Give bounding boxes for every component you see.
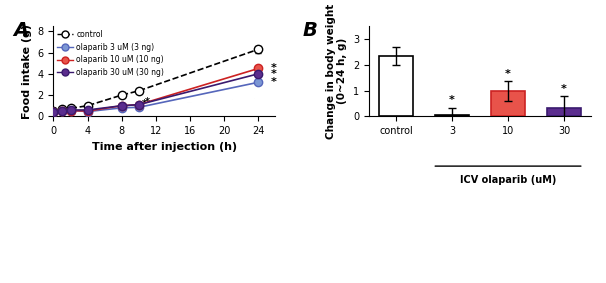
Bar (547, 108, 581, 116)
Text: *: * (505, 69, 511, 79)
Text: *: * (145, 97, 150, 107)
Bar (491, 91, 525, 116)
Text: *: * (142, 99, 147, 109)
Text: B: B (302, 22, 318, 40)
Y-axis label: Change in body weight
(0~24 h, g): Change in body weight (0~24 h, g) (326, 3, 347, 139)
Text: *: * (271, 63, 277, 74)
Text: *: * (271, 77, 277, 87)
Text: *: * (85, 106, 90, 116)
Text: *: * (561, 83, 567, 94)
Y-axis label: Food intake (g): Food intake (g) (22, 23, 32, 119)
Text: *: * (271, 69, 277, 79)
Bar (379, 56, 413, 116)
Legend: control, olaparib 3 uM (3 ng), olaparib 10 uM (10 ng), olaparib 30 uM (30 ng): control, olaparib 3 uM (3 ng), olaparib … (57, 30, 164, 77)
Text: A: A (13, 22, 28, 40)
X-axis label: Time after injection (h): Time after injection (h) (92, 142, 237, 152)
Text: *: * (136, 101, 141, 111)
Bar (435, 115, 469, 116)
Text: *: * (449, 95, 455, 105)
Text: ICV olaparib (uM): ICV olaparib (uM) (460, 175, 556, 185)
